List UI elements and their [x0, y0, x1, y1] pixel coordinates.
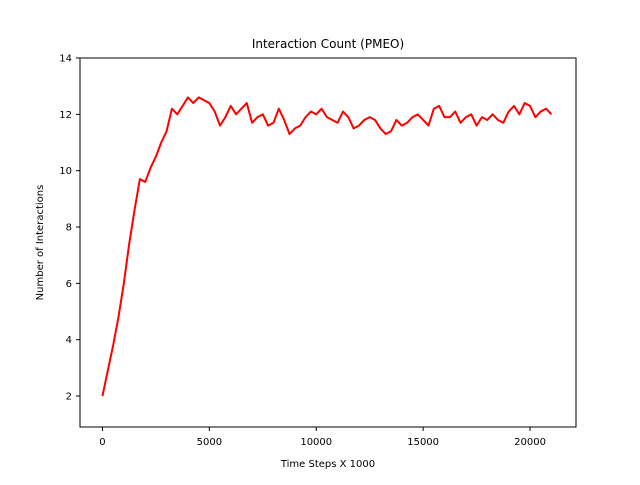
series-layer: [101, 96, 553, 397]
y-tick-label: 4: [66, 335, 72, 346]
chart-title: Interaction Count (PMEO): [252, 37, 404, 51]
x-tick-label: 10000: [300, 437, 332, 448]
y-tick-label: 2: [66, 392, 72, 403]
x-tick-label: 0: [99, 437, 105, 448]
y-tick-label: 10: [59, 166, 72, 177]
series-line-0: [101, 96, 553, 397]
y-tick-label: 6: [66, 279, 72, 290]
x-tick-label: 20000: [514, 437, 546, 448]
y-tick-label: 8: [66, 223, 72, 234]
plot-frame: [79, 57, 577, 428]
x-axis-label: Time Steps X 1000: [280, 459, 375, 470]
x-tick-label: 15000: [407, 437, 439, 448]
x-tick-label: 5000: [197, 437, 222, 448]
y-tick-label: 12: [59, 110, 72, 121]
ticks-layer: 0 5000 10000 15000 20000 2 4 6 8 10 12 14: [59, 54, 546, 449]
y-axis-label: Number of Interactions: [35, 185, 46, 301]
y-tick-label: 14: [59, 54, 72, 65]
